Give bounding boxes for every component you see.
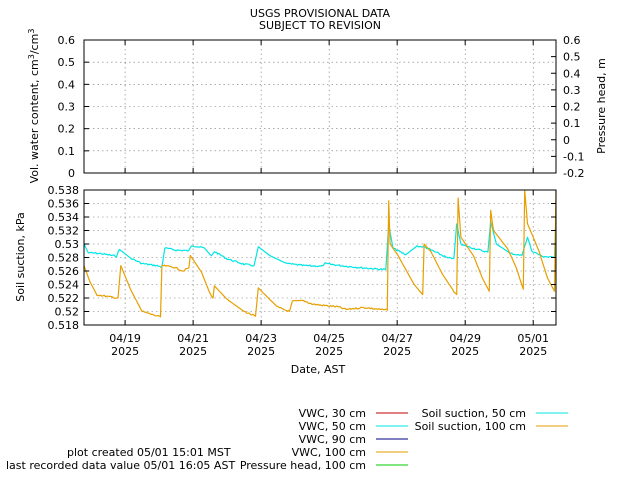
date-x-tick-label: 04/19 bbox=[109, 332, 141, 345]
legend-label: VWC, 50 cm bbox=[299, 420, 366, 433]
pressure-head-y-tick-label: 0.6 bbox=[563, 34, 581, 47]
date-x-tick-year: 2025 bbox=[451, 345, 479, 358]
chart-title-line1: USGS PROVISIONAL DATA bbox=[250, 7, 391, 20]
date-x-tick-year: 2025 bbox=[519, 345, 547, 358]
soil-suction-y-tick-label: 0.524 bbox=[48, 279, 80, 292]
date-x-tick-year: 2025 bbox=[383, 345, 411, 358]
soil-suction-grid bbox=[84, 190, 556, 325]
date-x-tick-year: 2025 bbox=[111, 345, 139, 358]
soil-suction-y-tick-label: 0.526 bbox=[48, 265, 80, 278]
vwc-y-tick-label: 0 bbox=[68, 167, 75, 180]
date-x-tick-label: 04/29 bbox=[449, 332, 481, 345]
pressure-head-y-tick-label: 0.5 bbox=[563, 51, 581, 64]
vwc-y-tick-label: 0.4 bbox=[58, 78, 76, 91]
soil-suction-50cm-line bbox=[83, 216, 557, 271]
vwc-grid bbox=[84, 40, 556, 173]
date-x-axis: 04/19202504/21202504/23202504/25202504/2… bbox=[109, 40, 549, 358]
soil-suction-y-tick-label: 0.532 bbox=[48, 225, 80, 238]
date-axis-label: Date, AST bbox=[291, 363, 346, 376]
pressure-head-y-tick-label: 0.1 bbox=[563, 117, 581, 130]
legend-label: VWC, 100 cm bbox=[292, 446, 366, 459]
soil-suction-y-tick-label: 0.53 bbox=[55, 238, 80, 251]
soil-suction-y-tick-label: 0.538 bbox=[48, 184, 80, 197]
date-x-tick-year: 2025 bbox=[247, 345, 275, 358]
date-x-tick-label: 04/23 bbox=[245, 332, 277, 345]
pressure-head-y-axis: -0.2 -0.1 0 0.1 0.2 0.3 0.4 0.5 0.6 bbox=[551, 34, 584, 180]
soil-suction-plot-panel: 0.5180.520.5220.5240.5260.5280.530.5320.… bbox=[14, 40, 557, 376]
soil-suction-100cm-line bbox=[83, 189, 557, 318]
soil-suction-y-tick-label: 0.518 bbox=[48, 319, 80, 332]
vwc-y-axis: 0 0.1 0.2 0.3 0.4 0.5 0.6 bbox=[58, 34, 89, 180]
date-x-tick-label: 04/25 bbox=[313, 332, 345, 345]
legend-label: VWC, 90 cm bbox=[299, 433, 366, 446]
legend-label: Pressure head, 100 cm bbox=[240, 459, 366, 472]
date-x-tick-year: 2025 bbox=[179, 345, 207, 358]
date-x-tick-label: 04/27 bbox=[381, 332, 413, 345]
vwc-y-tick-label: 0.5 bbox=[58, 56, 76, 69]
soil-suction-y-tick-label: 0.528 bbox=[48, 252, 80, 265]
pressure-head-y-tick-label: 0.3 bbox=[563, 84, 581, 97]
pressure-head-axis-label: Pressure head, m bbox=[595, 58, 608, 154]
soil-suction-y-tick-label: 0.52 bbox=[55, 306, 80, 319]
vwc-y-axis-label: Vol. water content, cm3/cm3 bbox=[27, 29, 41, 184]
chart-title-line2: SUBJECT TO REVISION bbox=[259, 19, 381, 32]
soil-suction-y-tick-label: 0.534 bbox=[48, 211, 80, 224]
date-x-tick-year: 2025 bbox=[315, 345, 343, 358]
last-recorded-note: last recorded data value 05/01 16:05 AST bbox=[6, 459, 236, 472]
vwc-y-tick-label: 0.2 bbox=[58, 123, 76, 136]
pressure-head-y-tick-label: 0 bbox=[563, 134, 570, 147]
soil-suction-axis-label: Soil suction, kPa bbox=[14, 212, 27, 301]
soil-suction-y-tick-label: 0.522 bbox=[48, 292, 80, 305]
vwc-plot-panel: 0 0.1 0.2 0.3 0.4 0.5 0.6 -0.2 -0.1 0 0.1 0.2 0.3 0.… bbox=[27, 29, 608, 184]
pressure-head-y-tick-label: 0.2 bbox=[563, 101, 581, 114]
vwc-y-tick-label: 0.1 bbox=[58, 145, 76, 158]
legend-label: Soil suction, 50 cm bbox=[422, 407, 526, 420]
soil-suction-y-axis: 0.5180.520.5220.5240.5260.5280.530.5320.… bbox=[48, 184, 556, 332]
vwc-y-tick-label: 0.6 bbox=[58, 34, 76, 47]
soil-suction-series bbox=[83, 189, 557, 318]
vwc-y-tick-label: 0.3 bbox=[58, 101, 76, 114]
pressure-head-y-tick-label: -0.1 bbox=[563, 150, 584, 163]
legend-label: VWC, 30 cm bbox=[299, 407, 366, 420]
pressure-head-y-tick-label: -0.2 bbox=[563, 167, 584, 180]
legend-label: Soil suction, 100 cm bbox=[415, 420, 526, 433]
plot-created-note: plot created 05/01 15:01 MST bbox=[67, 446, 231, 459]
date-x-tick-label: 04/21 bbox=[177, 332, 209, 345]
date-x-tick-label: 05/01 bbox=[517, 332, 549, 345]
soil-suction-y-tick-label: 0.536 bbox=[48, 198, 80, 211]
pressure-head-y-tick-label: 0.4 bbox=[563, 67, 581, 80]
